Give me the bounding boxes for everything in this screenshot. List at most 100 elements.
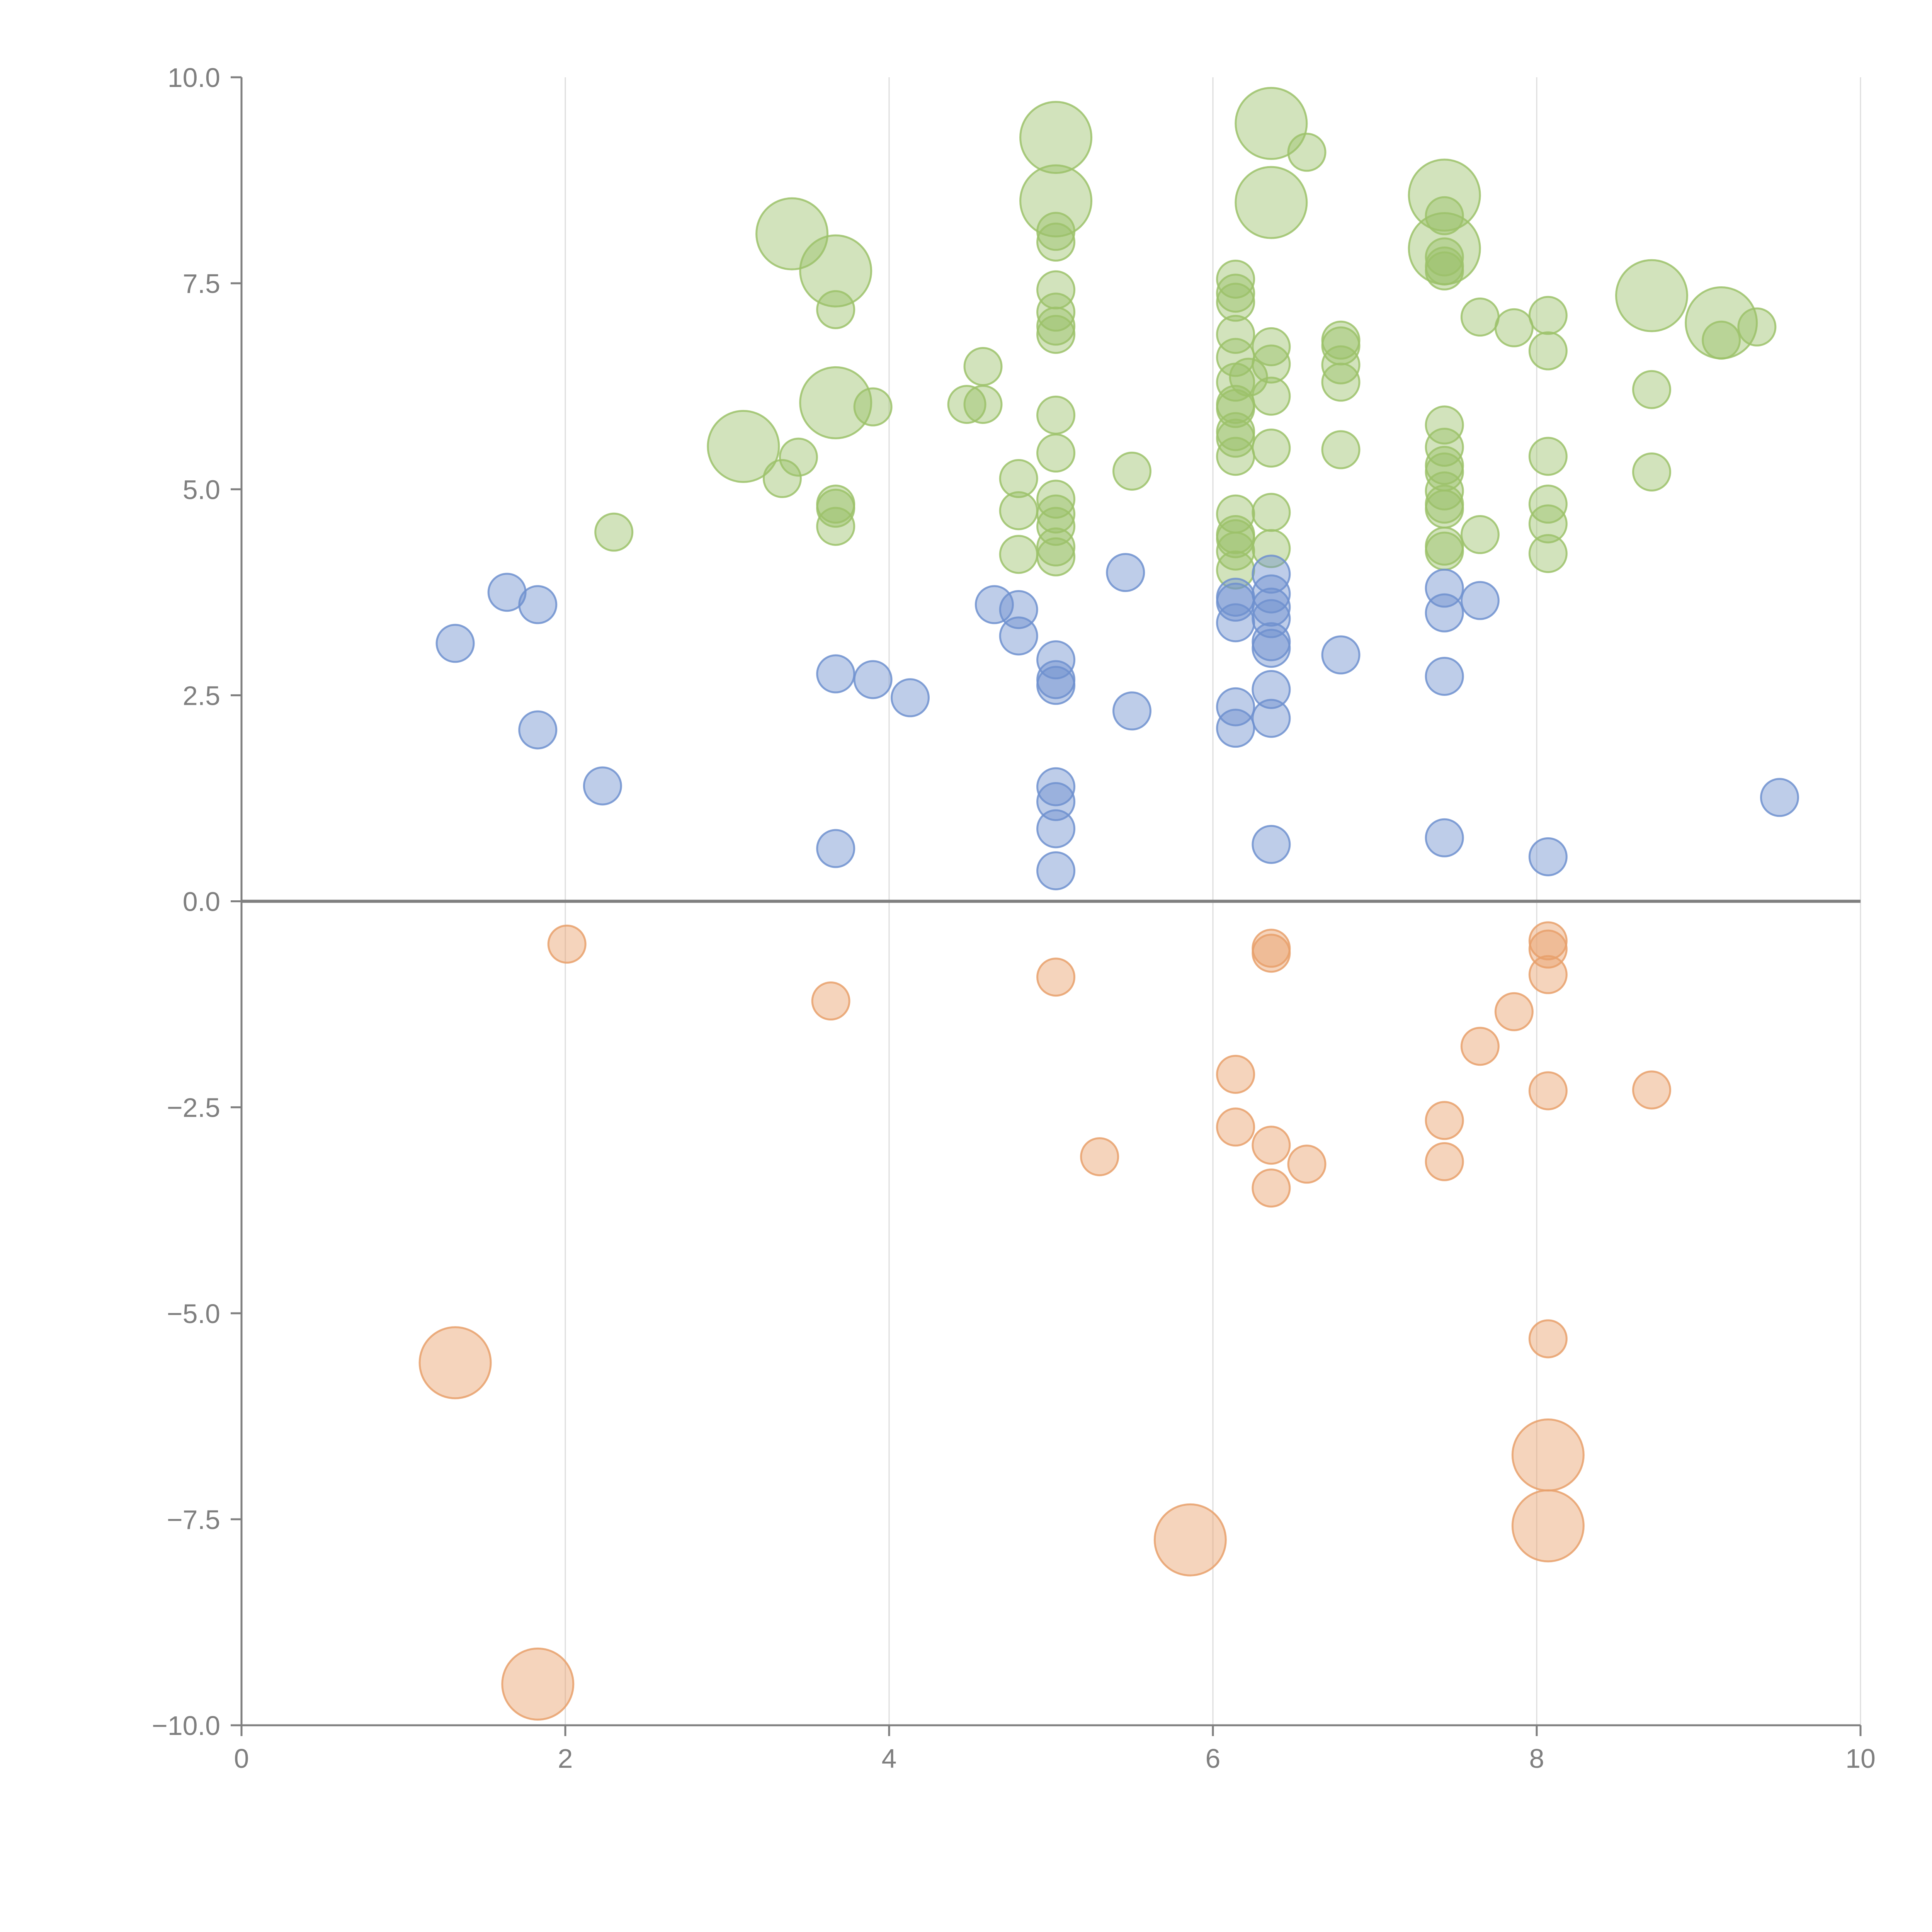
- y-tick-label: −7.5: [167, 1505, 220, 1535]
- blue-point-14: [1036, 666, 1076, 705]
- blue-point-19: [1106, 553, 1145, 592]
- x-tick-label: 8: [1529, 1743, 1544, 1774]
- orange-point-4: [1511, 1489, 1585, 1563]
- green-point-2: [707, 410, 780, 483]
- green-point-63: [1287, 133, 1327, 172]
- green-point-93: [1702, 320, 1741, 360]
- green-point-89: [1528, 504, 1568, 544]
- y-tick-label: −10.0: [152, 1711, 220, 1741]
- green-point-26: [1036, 212, 1076, 251]
- green-point-39: [1112, 451, 1151, 491]
- green-point-22: [963, 385, 1003, 424]
- green-point-1: [799, 234, 872, 308]
- green-point-90: [1528, 534, 1568, 573]
- series-orange: [418, 921, 1671, 1721]
- series-green: [594, 87, 1777, 590]
- green-point-27: [1036, 223, 1076, 262]
- orange-point-1: [501, 1647, 575, 1721]
- green-point-41: [1216, 274, 1255, 313]
- orange-point-12: [1252, 934, 1291, 973]
- blue-point-6: [816, 829, 855, 868]
- blue-point-20: [1112, 691, 1151, 731]
- blue-point-25: [1216, 709, 1255, 748]
- orange-point-23: [1528, 1071, 1568, 1111]
- green-point-85: [1528, 296, 1568, 335]
- green-point-82: [1460, 298, 1500, 337]
- orange-point-2: [1153, 1503, 1227, 1577]
- blue-point-37: [1425, 593, 1464, 633]
- green-point-94: [1737, 307, 1777, 347]
- green-point-92: [1632, 452, 1671, 492]
- blue-point-7: [853, 660, 893, 699]
- blue-point-8: [890, 678, 930, 718]
- y-tick-label: 10.0: [168, 63, 220, 93]
- x-tick-label: 4: [882, 1743, 897, 1774]
- green-point-55: [1216, 550, 1255, 590]
- green-point-73: [1425, 405, 1464, 445]
- blue-point-5: [816, 654, 855, 694]
- green-point-24: [999, 491, 1038, 531]
- blue-point-42: [1760, 778, 1799, 817]
- green-point-83: [1460, 515, 1500, 554]
- green-point-79: [1425, 489, 1464, 529]
- blue-point-29: [1252, 599, 1291, 638]
- blue-point-41: [1528, 837, 1568, 876]
- orange-point-0: [418, 1326, 492, 1400]
- green-point-4: [1019, 101, 1093, 174]
- green-point-59: [1252, 376, 1291, 416]
- blue-point-0: [435, 624, 475, 663]
- orange-point-20: [1528, 921, 1568, 961]
- green-point-60: [1252, 429, 1291, 468]
- green-point-67: [1321, 362, 1361, 402]
- y-tick-label: −5.0: [167, 1299, 220, 1329]
- blue-point-31: [1252, 629, 1291, 668]
- orange-point-3: [1511, 1418, 1585, 1492]
- green-point-37: [1036, 527, 1076, 567]
- blue-point-38: [1425, 656, 1464, 696]
- orange-point-5: [547, 924, 587, 964]
- green-point-5: [1019, 164, 1093, 238]
- blue-point-15: [1036, 767, 1076, 806]
- green-point-23: [999, 459, 1038, 498]
- y-tick-label: 7.5: [183, 269, 220, 299]
- green-point-31: [1036, 315, 1076, 354]
- blue-point-33: [1252, 699, 1291, 738]
- green-point-88: [1528, 485, 1568, 524]
- blue-point-34: [1252, 825, 1291, 864]
- data-points: [418, 87, 1799, 1721]
- green-point-15: [816, 290, 855, 329]
- orange-point-15: [1287, 1145, 1327, 1184]
- x-tick-label: 10: [1845, 1743, 1876, 1774]
- green-point-14: [779, 437, 818, 477]
- orange-point-13: [1252, 1126, 1291, 1165]
- orange-point-10: [1216, 1107, 1255, 1147]
- green-point-70: [1425, 237, 1464, 277]
- green-point-29: [1036, 293, 1076, 332]
- green-point-50: [1216, 437, 1255, 476]
- orange-point-24: [1528, 1319, 1568, 1359]
- green-point-20: [947, 385, 986, 424]
- blue-point-2: [518, 585, 558, 624]
- green-point-58: [1252, 344, 1291, 384]
- green-point-3: [799, 366, 872, 439]
- orange-point-6: [811, 981, 850, 1021]
- orange-point-7: [1036, 957, 1076, 997]
- orange-point-25: [1632, 1070, 1671, 1110]
- green-point-68: [1321, 430, 1361, 469]
- orange-point-17: [1425, 1142, 1464, 1181]
- blue-point-23: [1216, 603, 1255, 643]
- green-point-18: [816, 507, 855, 546]
- green-point-10: [1615, 259, 1688, 332]
- axes: 0 2 4 6 8 10 −10.0 −7.5 −5.0 −2.5 0.0 2.5 5.0 7.5 10.0: [152, 63, 1876, 1774]
- blue-point-4: [583, 766, 622, 806]
- green-point-12: [594, 512, 634, 552]
- green-point-42: [1216, 282, 1255, 322]
- orange-point-9: [1216, 1054, 1255, 1094]
- green-point-38: [1036, 537, 1076, 577]
- blue-point-40: [1460, 581, 1500, 620]
- green-point-61: [1252, 493, 1291, 532]
- blue-point-18: [1036, 851, 1076, 891]
- x-tick-label: 6: [1206, 1743, 1221, 1774]
- green-point-81: [1425, 531, 1464, 571]
